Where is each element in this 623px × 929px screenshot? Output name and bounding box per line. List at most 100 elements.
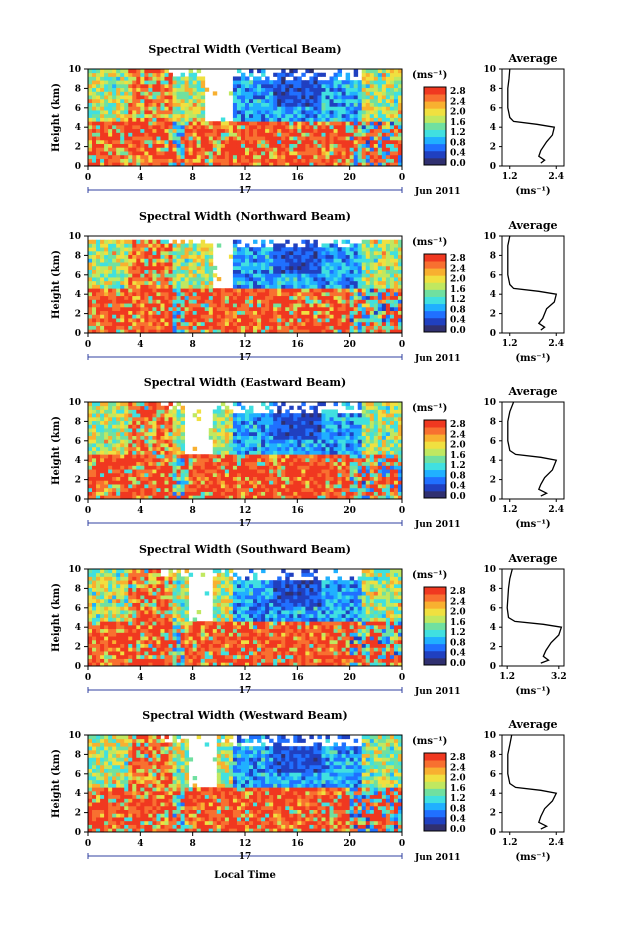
heatmap-cell xyxy=(156,457,161,463)
heatmap-cell xyxy=(100,443,105,448)
heatmap-cell xyxy=(261,151,266,156)
heatmap-cell xyxy=(176,262,181,267)
heatmap-cell xyxy=(381,154,387,159)
heatmap-cell xyxy=(108,98,113,103)
heatmap-cell xyxy=(261,487,266,492)
heatmap-cell xyxy=(224,416,230,422)
heatmap-cell xyxy=(180,461,186,466)
x-tick-label: 8 xyxy=(190,340,196,350)
heatmap-cell xyxy=(389,128,395,133)
heatmap-cell xyxy=(168,147,173,152)
heatmap-cell xyxy=(289,162,294,167)
heatmap-cell xyxy=(204,136,210,141)
heatmap-cell xyxy=(192,288,198,293)
heatmap-cell xyxy=(92,310,97,315)
heatmap-cell xyxy=(180,469,186,474)
heatmap-cell xyxy=(381,284,387,289)
heatmap-cell xyxy=(369,250,375,256)
heatmap-cell xyxy=(240,98,246,103)
heatmap-cell xyxy=(269,98,274,103)
heatmap-cell xyxy=(261,321,266,326)
heatmap-cell xyxy=(317,262,322,267)
heatmap-cell xyxy=(297,314,302,319)
heatmap-cell xyxy=(168,121,173,126)
heatmap-cell xyxy=(188,247,194,252)
heatmap-cell xyxy=(132,472,137,478)
heatmap-cell xyxy=(120,318,125,323)
heatmap-cell xyxy=(365,247,371,252)
heatmap-cell xyxy=(369,87,375,92)
heatmap-cell xyxy=(393,321,399,326)
heatmap-cell xyxy=(128,465,133,470)
heatmap-cell xyxy=(293,154,298,159)
heatmap-cell xyxy=(353,72,359,77)
heatmap-cell xyxy=(228,428,234,433)
heatmap-cell xyxy=(365,243,371,248)
heatmap-cell xyxy=(269,250,274,256)
heatmap-cell xyxy=(245,409,250,414)
heatmap-cell xyxy=(277,476,282,481)
heatmap-cell xyxy=(172,288,177,293)
heatmap-cell xyxy=(156,117,161,122)
heatmap-cell xyxy=(261,106,266,111)
heatmap-cell xyxy=(245,446,250,451)
heatmap-cell xyxy=(265,288,270,293)
heatmap-cell xyxy=(236,280,242,285)
heatmap-cell xyxy=(273,461,278,466)
heatmap-cell xyxy=(353,280,359,285)
heatmap-cell xyxy=(120,98,125,103)
heatmap-cell xyxy=(273,299,278,304)
heatmap-cell xyxy=(289,98,294,103)
heatmap-cell xyxy=(88,262,93,267)
heatmap-cell xyxy=(309,280,314,285)
heatmap-cell xyxy=(249,443,254,448)
heatmap-cell xyxy=(273,416,278,422)
heatmap-cell xyxy=(281,284,286,289)
heatmap-cell xyxy=(325,154,330,159)
heatmap-cell xyxy=(144,465,149,470)
heatmap-cell xyxy=(92,124,97,130)
heatmap-cell xyxy=(232,158,238,163)
heatmap-cell xyxy=(240,314,246,319)
heatmap-cell xyxy=(204,121,210,126)
heatmap-cell xyxy=(148,239,153,244)
heatmap-cell xyxy=(124,98,129,103)
heatmap-cell xyxy=(92,435,97,440)
heatmap-cell xyxy=(172,162,177,167)
heatmap-cell xyxy=(337,87,343,92)
heatmap-cell xyxy=(156,128,161,133)
heatmap-cell xyxy=(92,424,97,429)
heatmap-cell xyxy=(357,158,363,163)
heatmap-cell xyxy=(224,491,230,496)
heatmap-cell xyxy=(112,491,117,496)
heatmap-cell xyxy=(297,143,302,148)
heatmap-cell xyxy=(124,154,129,159)
heatmap-cell xyxy=(337,277,343,282)
heatmap-cell xyxy=(116,121,121,126)
heatmap-cell xyxy=(273,469,278,474)
heatmap-cell xyxy=(192,487,198,492)
heatmap-cell xyxy=(108,484,113,489)
heatmap-cell xyxy=(188,110,194,115)
heatmap-cell xyxy=(341,139,347,145)
heatmap-cell xyxy=(164,446,169,451)
heatmap-cell xyxy=(373,98,379,103)
heatmap-cell xyxy=(232,291,238,297)
heatmap-cell xyxy=(148,91,153,96)
heatmap-cell xyxy=(188,151,194,156)
heatmap-cell xyxy=(249,413,254,418)
heatmap-cell xyxy=(261,269,266,274)
heatmap-cell xyxy=(285,128,290,133)
heatmap-cell xyxy=(240,247,246,252)
heatmap-cell xyxy=(212,325,218,330)
heatmap-cell xyxy=(333,113,338,118)
heatmap-cell xyxy=(104,446,109,451)
heatmap-cell xyxy=(277,265,282,270)
heatmap-cell xyxy=(88,95,93,100)
heatmap-cell xyxy=(116,310,121,315)
heatmap-cell xyxy=(92,321,97,326)
heatmap-cell xyxy=(124,83,129,89)
heatmap-cell xyxy=(337,291,343,297)
heatmap-cell xyxy=(104,450,109,455)
heatmap-cell xyxy=(220,472,226,478)
